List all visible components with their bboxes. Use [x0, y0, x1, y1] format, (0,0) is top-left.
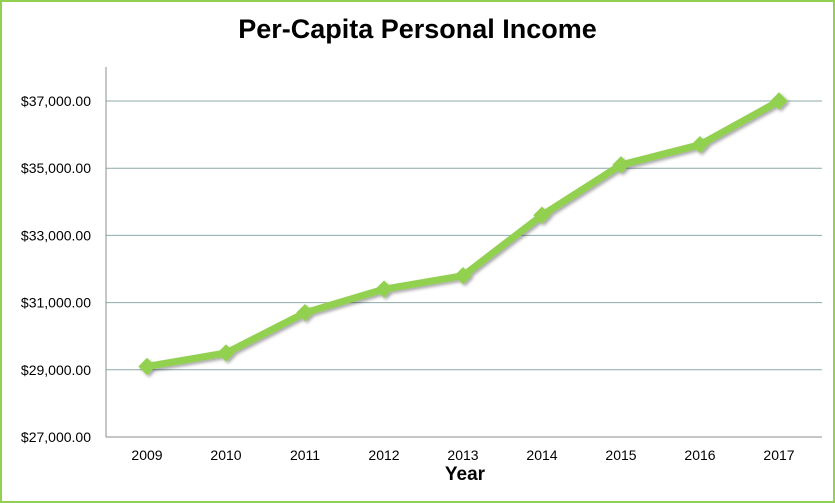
grid-layer: [106, 100, 822, 371]
series-line: [143, 97, 783, 370]
series-layer: [138, 92, 788, 376]
x-axis-label: Year: [444, 464, 486, 485]
data-point-marker: [375, 280, 393, 298]
data-point-marker: [454, 267, 472, 285]
x-tick-label: 2011: [290, 447, 320, 463]
x-tick-label: 2009: [131, 447, 162, 463]
y-tick-label: $35,000.00: [21, 160, 91, 176]
data-point-marker: [533, 206, 551, 224]
x-tick-labels: 2009 2010 2011 2012 2013 2014 2015 2016 2017: [131, 447, 794, 463]
y-tick-label: $27,000.00: [21, 429, 91, 445]
y-tick-label: $33,000.00: [21, 227, 91, 243]
x-tick-label: 2013: [447, 447, 478, 463]
x-tick-label: 2016: [684, 447, 715, 463]
data-point-marker: [138, 357, 156, 376]
y-tick-label: $31,000.00: [21, 295, 91, 311]
x-tick-label: 2012: [368, 447, 399, 463]
x-tick-label: 2017: [763, 447, 794, 463]
x-tick-label: 2014: [526, 447, 557, 463]
y-tick-labels: $27,000.00 $29,000.00 $31,000.00 $33,000.00…: [21, 93, 91, 445]
data-point-marker: [691, 135, 709, 154]
y-tick-label: $29,000.00: [21, 362, 91, 378]
x-tick-label: 2015: [605, 447, 636, 463]
chart-title: Per-Capita Personal Income: [238, 14, 597, 44]
y-tick-label: $37,000.00: [21, 93, 91, 109]
data-point-marker: [217, 344, 235, 362]
data-point-marker: [296, 303, 314, 322]
data-point-marker: [612, 156, 630, 174]
x-tick-label: 2010: [210, 447, 241, 463]
axis-layer: [105, 67, 822, 438]
data-point-marker: [770, 92, 788, 110]
